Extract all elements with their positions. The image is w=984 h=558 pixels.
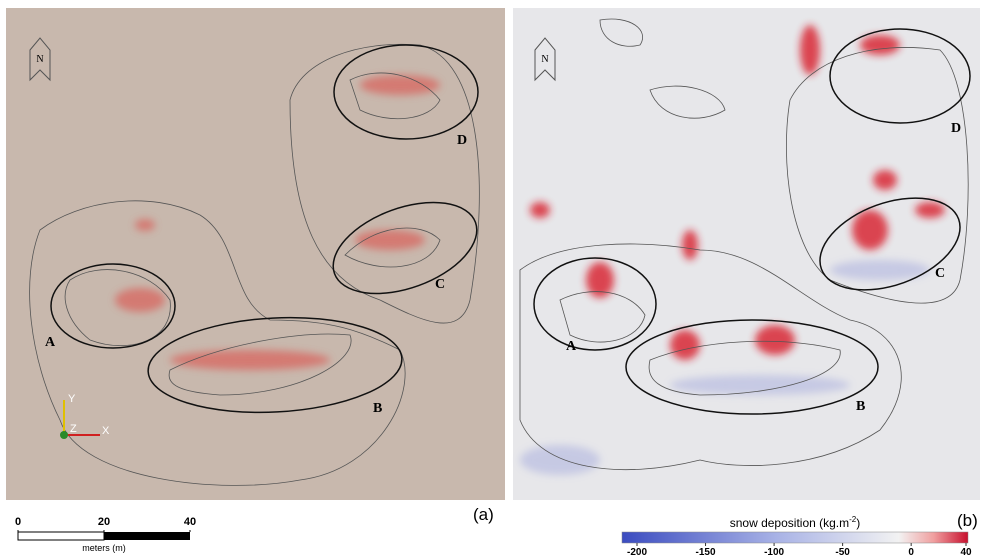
region-label: A — [45, 335, 56, 350]
colorbar-ramp — [622, 532, 968, 543]
region-label: B — [856, 399, 865, 414]
scale-tick-label: 0 — [15, 516, 21, 528]
triad-label: Z — [70, 423, 77, 435]
region-label: D — [457, 133, 467, 148]
panel-label: (b) — [957, 511, 978, 530]
colorbar-tick-label: -100 — [764, 547, 784, 558]
colorbar-tick-label: 40 — [960, 547, 972, 558]
north-label: N — [541, 54, 548, 65]
region-label: D — [951, 121, 961, 136]
scale-bar: meters (m) 0 20 40 — [15, 516, 196, 553]
panel-a: A B C D N Y Z X — [6, 8, 505, 500]
region-label: C — [435, 277, 445, 292]
north-label: N — [36, 54, 43, 65]
region-label: C — [935, 266, 945, 281]
map-background — [513, 8, 980, 500]
scale-tick-label: 20 — [98, 516, 110, 528]
colorbar-tick-label: -150 — [696, 547, 716, 558]
colorbar-tick-label: -50 — [835, 547, 850, 558]
region-label: A — [566, 339, 577, 354]
scale-unit: meters (m) — [82, 543, 126, 553]
scale-tick-label: 40 — [184, 516, 196, 528]
colorbar: snow deposition (kg.m-2) -200 -150 -100 -50… — [622, 515, 972, 558]
triad-label: Y — [68, 393, 76, 405]
colorbar-title: snow deposition (kg.m-2) — [730, 515, 861, 530]
panel-b: A B C D N — [513, 8, 980, 500]
colorbar-tick-label: -200 — [627, 547, 647, 558]
triad-label: X — [102, 425, 110, 437]
colorbar-tick-label: 0 — [908, 547, 914, 558]
region-label: B — [373, 401, 382, 416]
panel-label: (a) — [473, 505, 494, 524]
figure: A B C D N Y Z X A B C D N (a) (b) meters… — [0, 0, 984, 558]
